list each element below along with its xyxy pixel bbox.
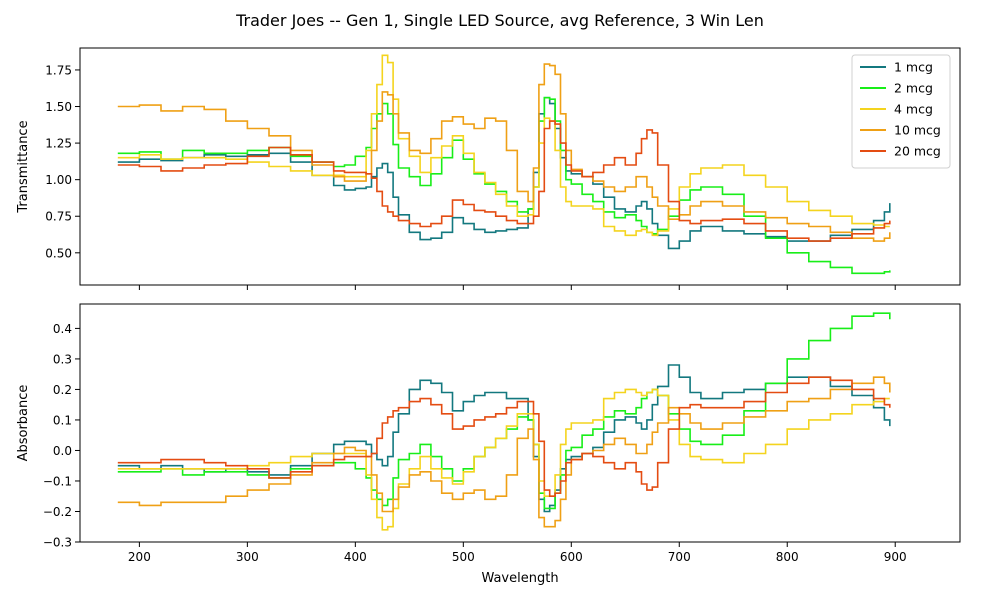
y-tick-label: 1.00 [45, 173, 72, 187]
y-tick-label: 0.2 [53, 383, 72, 397]
y-tick-label: 1.50 [45, 100, 72, 114]
x-tick-label: 900 [884, 550, 907, 564]
legend-label: 20 mcg [894, 144, 941, 159]
x-tick-label: 200 [128, 550, 151, 564]
figure-title: Trader Joes -- Gen 1, Single LED Source,… [235, 11, 764, 30]
y-tick-label: 1.25 [45, 137, 72, 151]
y-tick-label: 1.75 [45, 63, 72, 77]
y-tick-label: 0.75 [45, 210, 72, 224]
x-axis-title: Wavelength [481, 571, 558, 586]
series-line-20-mcg [117, 376, 891, 497]
legend-label: 2 mcg [894, 81, 933, 96]
y-tick-label: −0.3 [43, 536, 72, 550]
y-tick-label: 0.0 [53, 444, 72, 458]
y-tick-label: 0.4 [53, 322, 72, 336]
x-tick-label: 700 [668, 550, 691, 564]
x-tick-label: 500 [452, 550, 475, 564]
legend-label: 1 mcg [894, 60, 933, 75]
subplot-2: 200 300 400 500 600 700 800 900 −0.3 −0.2 −0.1 0.0 0… [16, 303, 961, 586]
x-tick-label: 600 [560, 550, 583, 564]
plot-frame [79, 47, 961, 286]
series-line-20-mcg [117, 120, 891, 242]
plot-frame [79, 303, 961, 543]
series-line-10-mcg [117, 63, 891, 242]
y-tick-label: −0.1 [43, 474, 72, 488]
x-tick-label: 300 [236, 550, 259, 564]
y-tick-label: −0.2 [43, 505, 72, 519]
y-tick-label: 0.3 [53, 352, 72, 366]
y-tick-label: 0.50 [45, 246, 72, 260]
y-axis-title: Transmittance [16, 120, 31, 213]
y-tick-label: 0.1 [53, 413, 72, 427]
x-tick-label: 400 [344, 550, 367, 564]
legend-label: 10 mcg [894, 123, 941, 138]
legend-label: 4 mcg [894, 102, 933, 117]
subplot-1: 0.50 0.75 1.00 1.25 1.50 1.75 Transmittance 1 m… [16, 47, 961, 290]
legend-box [851, 54, 951, 169]
legend: 1 mcg 2 mcg 4 mcg 10 mcg 20 mcg [851, 54, 951, 169]
x-tick-label: 800 [776, 550, 799, 564]
y-axis-title: Absorbance [16, 385, 31, 462]
series-line-10-mcg [117, 376, 891, 528]
